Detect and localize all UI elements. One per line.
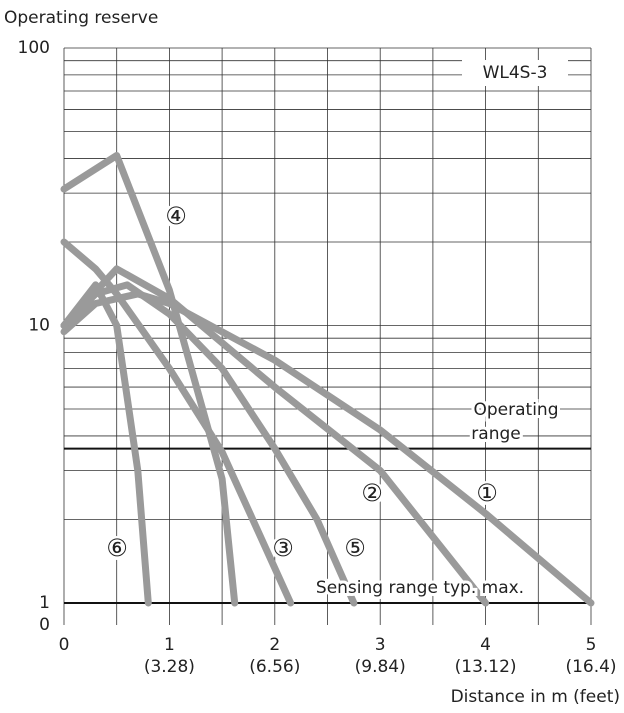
y-tick-label: 100 [18,38,50,58]
x-tick-sublabel: (13.12) [455,657,517,677]
curve-label: ④ [165,202,187,230]
x-tick-sublabel: (16.4) [565,657,616,677]
reference-label: range [471,424,520,444]
y-axis-title: Operating reserve [4,8,158,28]
curve-label-bg [105,536,129,560]
curve [60,152,239,607]
curve-label-bg [360,481,384,505]
curve-label: ③ [272,534,294,562]
curve-label: ② [361,479,383,507]
x-tick-label: 2 [269,635,280,655]
reference-label: Sensing range typ. max. [316,578,524,598]
curve-label-bg [343,536,367,560]
curve-label: ① [476,479,498,507]
curve [60,281,152,607]
reference-label: Operating [474,400,559,420]
curve-label: ⑥ [106,534,128,562]
chart-title: WL4S-3 [483,63,548,83]
x-tick-label: 5 [586,635,597,655]
x-tick-sublabel: (6.56) [249,657,300,677]
x-tick-label: 0 [59,635,70,655]
x-tick-label: 3 [375,635,386,655]
title-box [462,60,568,86]
x-tick-sublabel: (9.84) [355,657,406,677]
curve-label-bg [475,481,499,505]
curve [60,238,295,607]
y-tick-label: 1 [39,593,50,613]
y-tick-label: 0 [39,615,50,635]
x-axis-title: Distance in m (feet) [451,687,620,707]
x-tick-sublabel: (3.28) [144,657,195,677]
curve-label-bg [164,204,188,228]
x-tick-label: 1 [164,635,175,655]
x-tick-label: 4 [480,635,491,655]
y-tick-label: 10 [28,316,50,336]
curve-label-bg [271,536,295,560]
curve-label: ⑤ [344,534,366,562]
